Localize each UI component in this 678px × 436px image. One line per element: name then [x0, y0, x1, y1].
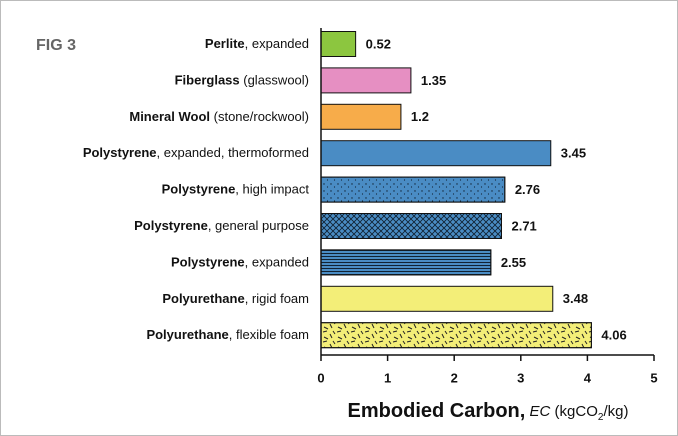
x-title-sub: 2	[598, 412, 604, 423]
bar	[320, 285, 554, 312]
value-label: 2.76	[515, 182, 540, 197]
category-rest: , high impact	[235, 182, 309, 197]
category-bold: Perlite	[205, 36, 245, 51]
category-rest: , general purpose	[208, 218, 309, 233]
x-title-tail: /kg)	[603, 403, 628, 420]
category-bold: Polystyrene	[162, 182, 236, 197]
bar	[320, 67, 412, 94]
x-title-bold: Embodied Carbon,	[348, 400, 526, 422]
category-rest: , expanded	[245, 36, 309, 51]
category-bold: Fiberglass	[175, 73, 240, 88]
value-label: 4.06	[601, 328, 626, 343]
x-tick-label: 0	[317, 370, 324, 385]
value-label: 2.55	[501, 255, 526, 270]
category-label: Polyurethane, flexible foam	[146, 328, 309, 343]
bar	[320, 140, 552, 167]
category-bold: Polyurethane	[162, 291, 244, 306]
value-label: 0.52	[366, 36, 391, 51]
category-bold: Polystyrene	[134, 218, 208, 233]
category-rest: (glasswool)	[240, 73, 309, 88]
x-tick-label: 2	[451, 370, 458, 385]
category-bold: Polystyrene	[171, 255, 245, 270]
figure-label: FIG 3	[36, 37, 76, 54]
category-label: Mineral Wool (stone/rockwool)	[129, 109, 309, 124]
category-rest: , flexible foam	[229, 328, 309, 343]
x-title-italic: EC	[530, 403, 551, 420]
category-bold: Polystyrene	[83, 146, 157, 161]
bar	[320, 103, 402, 130]
value-label: 3.45	[561, 146, 586, 161]
category-label: Polystyrene, high impact	[162, 182, 310, 197]
category-label: Perlite, expanded	[205, 36, 309, 51]
category-rest: (stone/rockwool)	[210, 109, 309, 124]
category-label: Polyurethane, rigid foam	[162, 291, 309, 306]
bar-texture	[320, 213, 502, 239]
category-bold: Mineral Wool	[129, 109, 210, 124]
x-tick-label: 3	[517, 370, 524, 385]
x-tick-label: 4	[584, 370, 592, 385]
value-label: 3.48	[563, 291, 588, 306]
value-label: 1.35	[421, 73, 446, 88]
bar-texture	[320, 322, 592, 349]
category-rest: , expanded	[245, 255, 309, 270]
category-label: Polystyrene, expanded, thermoformed	[83, 146, 309, 161]
x-tick-label: 1	[384, 370, 391, 385]
value-label: 2.71	[511, 218, 536, 233]
x-title-unit: (kgCO	[555, 403, 598, 420]
x-axis-title: Embodied Carbon, EC (kgCO2/kg)	[348, 400, 629, 422]
category-rest: , expanded, thermoformed	[157, 146, 309, 161]
x-tick-label: 5	[650, 370, 657, 385]
value-label: 1.2	[411, 109, 429, 124]
bar-texture	[320, 249, 492, 276]
category-label: Polystyrene, general purpose	[134, 218, 309, 233]
category-bold: Polyurethane	[146, 328, 228, 343]
category-label: Polystyrene, expanded	[171, 255, 309, 270]
bar-texture	[320, 176, 506, 203]
category-rest: , rigid foam	[245, 291, 309, 306]
category-label: Fiberglass (glasswool)	[175, 73, 309, 88]
bar	[320, 31, 357, 57]
